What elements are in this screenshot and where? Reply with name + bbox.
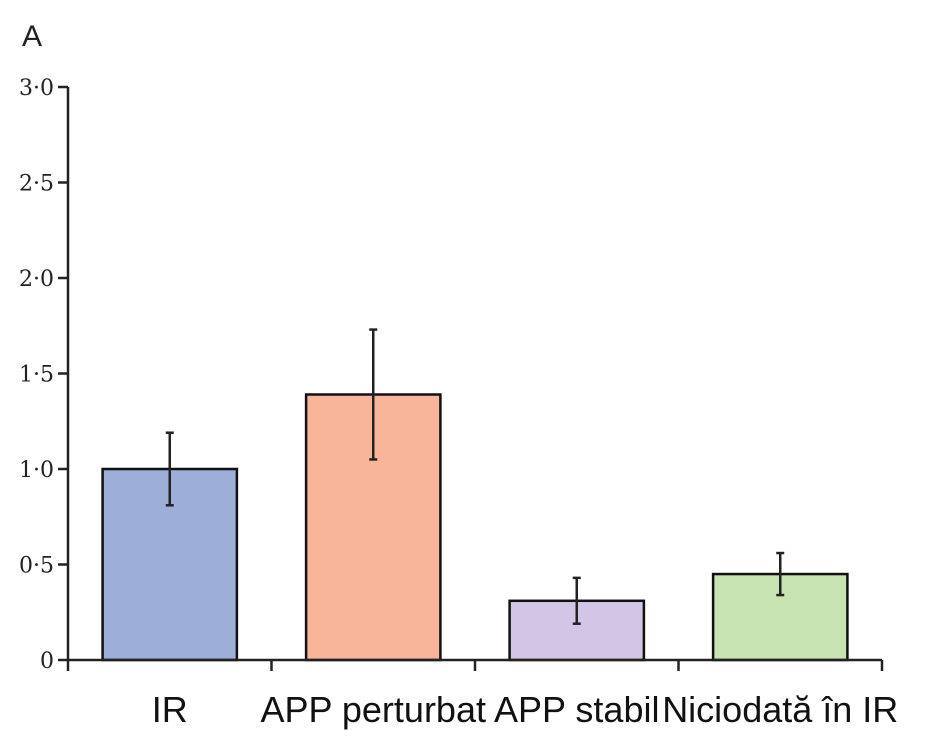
category-labels: IR APP perturbat APP stabil Niciodată în IR: [152, 689, 899, 730]
category-label-1: IR: [152, 689, 188, 730]
y-tick-label: 0: [40, 649, 54, 674]
y-tick-label: 1·5: [19, 363, 54, 388]
category-label-3: APP stabil: [494, 689, 659, 730]
category-label-4: Niciodată în IR: [662, 689, 898, 730]
y-axis-ticks: 0 0·5 1·0 1·5 2·0 2·5 3·0: [19, 76, 68, 674]
y-tick-label: 3·0: [19, 76, 54, 101]
panel-label: A: [22, 20, 42, 53]
y-tick-label: 2·5: [19, 172, 54, 197]
y-tick-label: 0·5: [19, 554, 54, 579]
x-axis-ticks: [66, 660, 884, 671]
bars: [101, 393, 849, 662]
error-bars: [165, 328, 785, 625]
y-tick-label: 1·0: [19, 458, 54, 483]
y-tick-label: 2·0: [19, 267, 54, 292]
category-label-2: APP perturbat: [261, 689, 486, 730]
